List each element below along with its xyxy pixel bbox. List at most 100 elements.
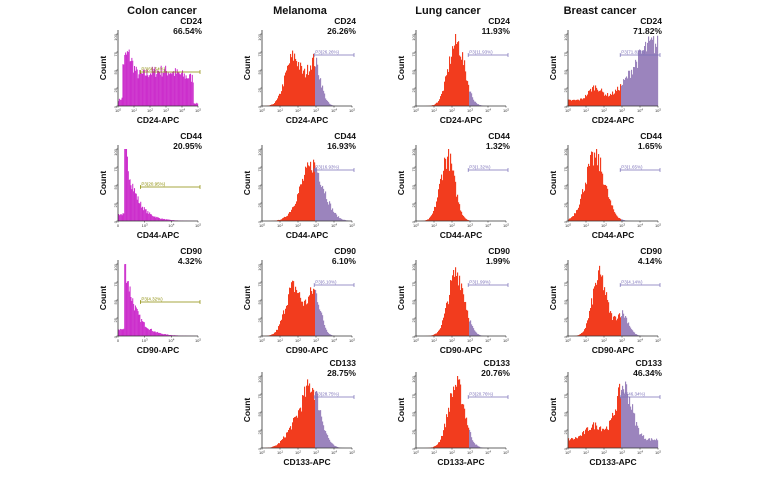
histogram-bar: [580, 435, 582, 448]
histogram-bar: [270, 104, 272, 106]
x-tick-label: 103: [142, 223, 148, 229]
histogram-bar: [640, 50, 642, 106]
histogram-bar: [196, 102, 198, 106]
histogram-bar: [314, 162, 316, 221]
y-tick-label: 100: [257, 263, 262, 270]
histogram-panel: 0 25 50 75 100 100 101 102 103 104 105 P3(1.99%) CD9…: [396, 246, 510, 355]
x-tick-label: 103: [467, 338, 473, 344]
histogram-bar: [616, 320, 618, 336]
gate-label: P3(46.34%): [621, 392, 645, 397]
marker-name: CD90: [334, 246, 356, 256]
histogram-bar: [612, 91, 614, 106]
y-tick-label: 0: [411, 335, 416, 338]
histogram-bar: [448, 71, 450, 106]
y-tick-label: 0: [113, 220, 118, 223]
histogram-bar: [656, 438, 658, 448]
histogram-bar: [318, 410, 320, 448]
histogram-bar: [150, 214, 152, 221]
histogram-bar: [589, 310, 591, 336]
histogram-bar: [612, 205, 614, 221]
x-tick-label: 103: [313, 223, 319, 229]
histogram-bar: [618, 217, 620, 221]
histogram-bar: [470, 91, 472, 106]
histogram-bar: [469, 429, 471, 448]
histogram-bar: [125, 149, 127, 221]
histogram-bar: [647, 439, 649, 448]
histogram-bar: [292, 50, 294, 106]
x-axis-label: CD24-APC: [137, 115, 180, 125]
histogram-bar: [186, 78, 188, 106]
histogram-bar: [291, 209, 293, 221]
histogram-bar: [161, 76, 163, 106]
histogram-bar: [315, 290, 317, 336]
y-tick-label: 25: [563, 87, 568, 92]
x-tick-label: 105: [195, 108, 201, 114]
histogram-bar: [430, 216, 432, 221]
histogram-bar: [286, 432, 288, 448]
histogram-bar: [568, 219, 570, 221]
histogram-bar: [129, 61, 131, 106]
histogram-bar: [444, 313, 446, 336]
histogram-bar: [471, 324, 473, 336]
histogram-bar: [583, 192, 585, 221]
histogram-bar: [468, 317, 470, 336]
histogram-bar: [331, 104, 333, 106]
histogram-bar: [594, 90, 596, 106]
histogram-bar: [636, 334, 638, 336]
histogram-bar: [185, 75, 187, 106]
histogram-bar: [598, 270, 600, 336]
histogram-bar: [450, 393, 452, 448]
histogram-bar: [300, 184, 302, 221]
histogram-bar: [614, 415, 616, 448]
histogram-bar: [479, 105, 481, 106]
histogram-bar: [626, 317, 628, 336]
positive-percent: 16.93%: [327, 141, 356, 151]
x-tick-label: 101: [431, 338, 437, 344]
histogram-bar: [437, 197, 439, 221]
histogram-bar: [306, 304, 308, 336]
histogram-bar: [194, 103, 196, 106]
histogram-bar: [136, 308, 138, 336]
histogram-bar: [322, 315, 324, 336]
histogram-bar: [434, 104, 436, 106]
histogram-bar: [439, 183, 441, 221]
x-tick-label: 103: [619, 450, 625, 456]
histogram-bar: [277, 444, 279, 448]
histogram-bar: [442, 320, 444, 336]
histogram-bar: [118, 330, 120, 336]
histogram-bar: [458, 285, 460, 336]
histogram-bar: [297, 194, 299, 221]
histogram-bar: [608, 302, 610, 336]
histogram-bar: [308, 165, 310, 221]
histogram-bar: [586, 427, 588, 448]
histogram-bar: [615, 316, 617, 336]
histogram-bar: [165, 219, 167, 221]
histogram-bar: [153, 68, 155, 106]
histogram-bar: [590, 308, 592, 336]
histogram-bar: [319, 410, 321, 448]
histogram-bar: [637, 67, 639, 106]
x-axis-label: CD44-APC: [440, 230, 483, 240]
y-axis-label: Count: [396, 398, 406, 423]
histogram-bar: [616, 410, 618, 448]
histogram-bar: [144, 75, 146, 106]
histogram-bar: [325, 191, 327, 221]
histogram-bar: [306, 167, 308, 221]
histogram-bar: [148, 213, 150, 221]
histogram-bar: [345, 220, 347, 221]
histogram-bar: [599, 90, 601, 106]
histogram-bar: [465, 301, 467, 336]
histogram-bar: [582, 332, 584, 336]
x-tick-label: 101: [277, 338, 283, 344]
histogram-bar: [608, 197, 610, 221]
histogram-bar: [301, 301, 303, 336]
histogram-bar: [575, 100, 577, 106]
histogram-bar: [126, 54, 128, 106]
histogram-bar: [144, 326, 146, 336]
column-title: Breast cancer: [564, 5, 637, 17]
histogram-bar: [119, 214, 121, 221]
histogram-bar: [580, 198, 582, 221]
histogram-bar: [570, 218, 572, 221]
x-tick-label: 105: [655, 450, 661, 456]
histogram-bar: [282, 314, 284, 336]
